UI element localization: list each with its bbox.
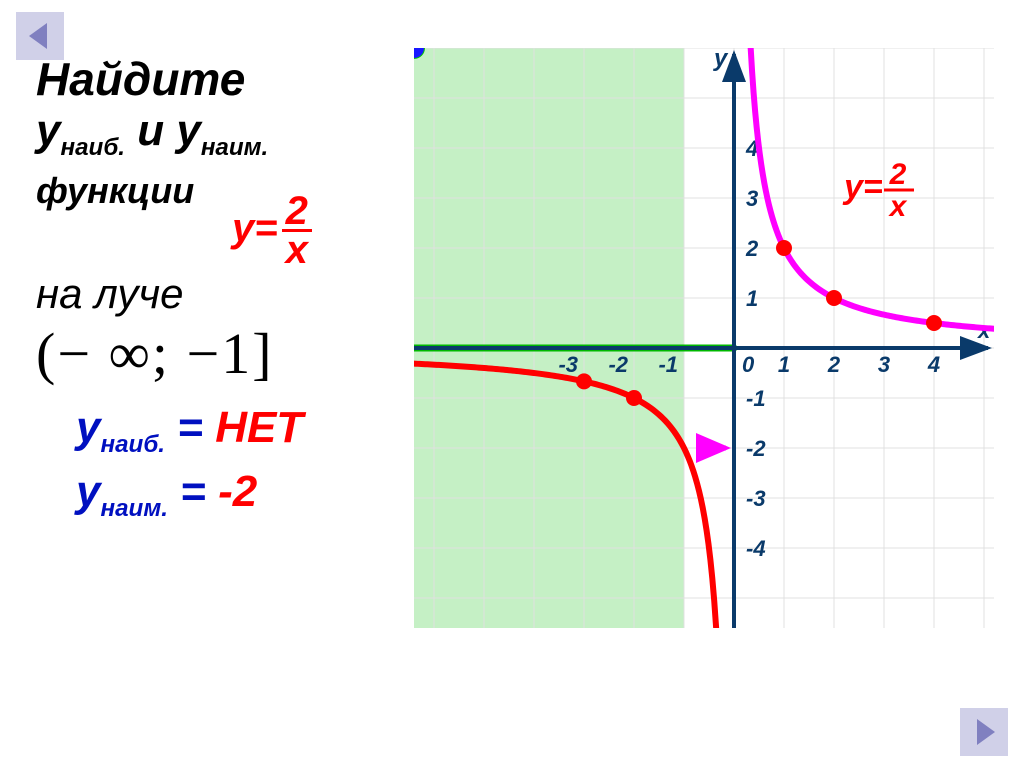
svg-text:0: 0 xyxy=(742,352,755,377)
answer-min: унаим. = -2 xyxy=(36,467,406,523)
hyperbola-chart: -3-2-1012341234-1-2-3-4уху=2x xyxy=(414,48,994,628)
fraction: 2x xyxy=(282,193,312,268)
svg-text:-1: -1 xyxy=(658,352,678,377)
svg-text:3: 3 xyxy=(746,186,758,211)
svg-text:x: x xyxy=(888,190,908,223)
svg-text:у: у xyxy=(713,48,729,72)
interval-notation: (− ∞; −1] xyxy=(36,320,406,387)
svg-text:-2: -2 xyxy=(608,352,628,377)
svg-text:2: 2 xyxy=(827,352,841,377)
svg-text:2: 2 xyxy=(745,236,759,261)
answer-max: унаиб. = НЕТ xyxy=(36,403,406,459)
svg-text:-4: -4 xyxy=(746,536,766,561)
svg-text:2: 2 xyxy=(889,158,907,191)
function-word: функции xyxy=(36,170,406,212)
svg-text:у=: у= xyxy=(842,168,883,206)
svg-text:-1: -1 xyxy=(746,386,766,411)
problem-text: Найдите унаиб. и унаим. функции у=2x на … xyxy=(36,52,406,522)
svg-text:-2: -2 xyxy=(746,436,766,461)
on-ray-label: на луче xyxy=(36,270,406,318)
svg-text:3: 3 xyxy=(878,352,890,377)
svg-text:1: 1 xyxy=(778,352,790,377)
find-label: Найдите xyxy=(36,52,406,106)
slide-content: Найдите унаиб. и унаим. функции у=2x на … xyxy=(24,28,1000,740)
svg-text:1: 1 xyxy=(746,286,758,311)
svg-text:-3: -3 xyxy=(746,486,766,511)
function-equation: у=2x xyxy=(232,193,312,268)
svg-text:4: 4 xyxy=(927,352,940,377)
svg-text:-3: -3 xyxy=(558,352,578,377)
chart-svg: -3-2-1012341234-1-2-3-4уху=2x xyxy=(414,48,994,628)
subject-line: унаиб. и унаим. xyxy=(36,106,406,162)
